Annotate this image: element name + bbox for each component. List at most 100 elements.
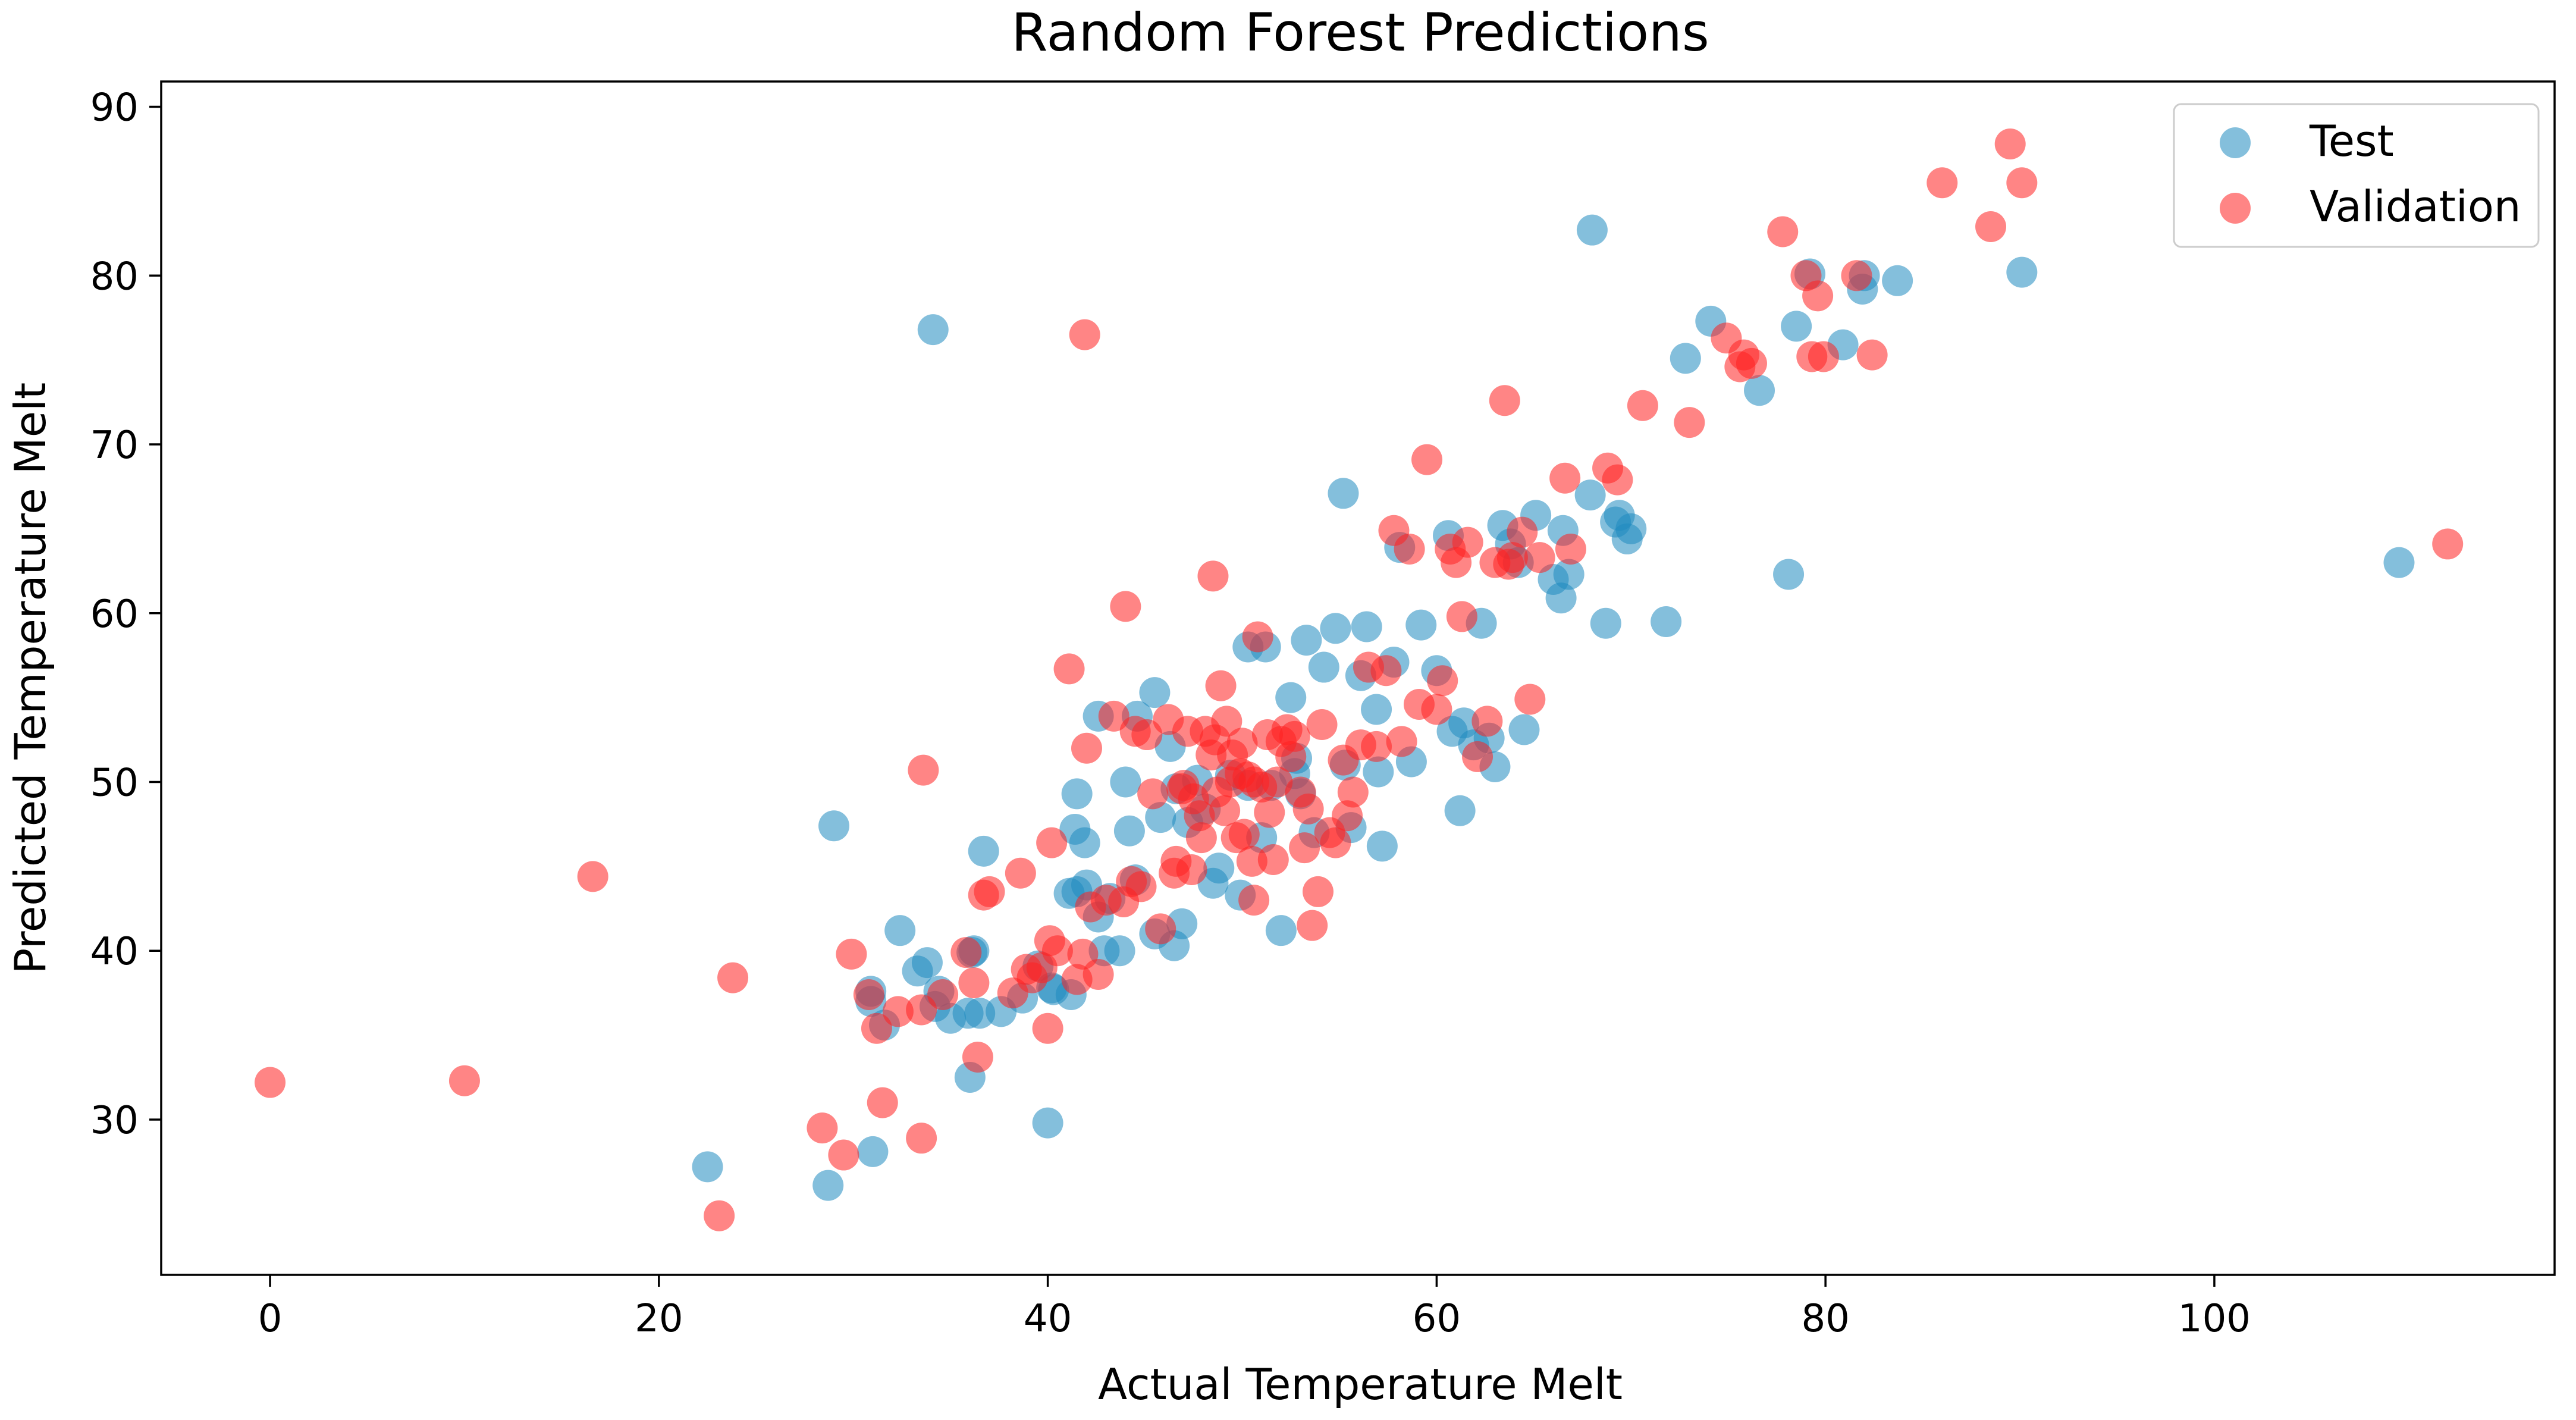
data-point-test (917, 314, 949, 346)
data-point-validation (1386, 726, 1417, 757)
data-point-validation (1555, 533, 1586, 565)
plot-area: 0 20 40 60 80 100 30 40 50 60 70 80 90 (90, 80, 2556, 1341)
legend-box (2173, 103, 2540, 248)
x-tick-label: 60 (1413, 1297, 1461, 1341)
y-tick-label: 30 (90, 1099, 139, 1143)
data-point-validation (1421, 694, 1452, 725)
legend: Test Validation (2173, 103, 2540, 248)
data-point-validation (1674, 407, 1705, 438)
data-point-validation (1176, 854, 1207, 886)
data-point-validation (1205, 670, 1237, 701)
data-point-validation (577, 861, 608, 892)
data-point-validation (1549, 462, 1581, 494)
data-point-validation (1994, 128, 2026, 159)
data-point-validation (1489, 385, 1520, 416)
x-tick-label: 100 (2178, 1297, 2251, 1341)
data-point-validation (1071, 732, 1102, 764)
data-point-validation (704, 1200, 735, 1231)
data-point-test (1351, 611, 1382, 642)
data-point-test (1361, 694, 1392, 725)
data-point-validation (1197, 560, 1229, 592)
data-point-validation (1185, 822, 1217, 854)
data-point-validation (1083, 958, 1114, 990)
legend-marker-validation (2220, 193, 2251, 224)
data-point-validation (448, 1065, 480, 1096)
data-point-test (1320, 613, 1351, 644)
data-point-test (884, 915, 916, 946)
data-point-test (1113, 815, 1145, 847)
data-point-validation (1292, 793, 1324, 825)
data-point-test (1366, 830, 1398, 862)
data-point-test (1576, 214, 1608, 246)
data-point-validation (1302, 876, 1334, 907)
data-point-validation (828, 1139, 859, 1171)
series-validation (255, 128, 2464, 1231)
data-point-validation (861, 1013, 892, 1044)
data-point-validation (1514, 684, 1546, 715)
y-axis-label: Predicted Temperature Melt (5, 383, 55, 974)
data-point-validation (1856, 339, 1888, 371)
x-axis-ticks: 0 20 40 60 80 100 (258, 1275, 2251, 1341)
data-point-validation (1975, 211, 2007, 243)
data-point-validation (958, 967, 990, 999)
data-point-validation (1394, 533, 1425, 565)
x-tick-label: 80 (1801, 1297, 1849, 1341)
data-point-validation (853, 979, 884, 1011)
data-point-validation (1471, 706, 1503, 737)
data-point-validation (1841, 260, 1872, 291)
data-point-test (2006, 256, 2038, 288)
data-point-validation (2432, 528, 2464, 560)
y-tick-label: 90 (90, 86, 139, 130)
data-point-validation (1145, 913, 1176, 945)
data-point-validation (255, 1067, 286, 1098)
data-point-validation (908, 754, 939, 786)
data-points (255, 128, 2464, 1231)
data-point-validation (962, 1041, 993, 1073)
legend-label-test: Test (2309, 116, 2394, 166)
data-point-test (1744, 375, 1775, 406)
data-point-validation (974, 876, 1005, 907)
data-point-validation (1332, 800, 1363, 832)
data-point-validation (807, 1112, 838, 1144)
data-point-test (1508, 714, 1540, 745)
data-point-validation (1228, 819, 1260, 850)
data-point-validation (1736, 347, 1767, 379)
data-point-test (911, 947, 943, 979)
data-point-test (1104, 935, 1135, 967)
data-point-test (1308, 651, 1339, 683)
data-point-test (1781, 311, 1812, 342)
data-point-test (818, 810, 850, 842)
data-point-validation (950, 937, 982, 968)
y-tick-label: 40 (90, 930, 139, 974)
data-point-test (1882, 265, 1913, 296)
data-point-validation (1602, 464, 1633, 496)
data-point-validation (1098, 700, 1129, 732)
data-point-test (1061, 778, 1093, 810)
data-point-validation (1053, 653, 1085, 685)
legend-label-validation: Validation (2310, 181, 2521, 231)
data-point-test (1265, 915, 1297, 946)
data-point-test (1291, 625, 1322, 656)
data-point-test (692, 1151, 723, 1183)
data-point-validation (836, 938, 867, 970)
data-point-validation (1254, 797, 1285, 828)
data-point-validation (1069, 319, 1100, 350)
data-point-validation (927, 979, 959, 1011)
data-point-test (1110, 766, 1141, 798)
data-point-validation (1427, 665, 1458, 697)
data-point-validation (1137, 778, 1169, 810)
data-point-validation (1337, 776, 1369, 808)
data-point-validation (1306, 709, 1338, 741)
data-point-validation (1262, 766, 1293, 798)
data-point-test (1405, 609, 1437, 641)
data-point-validation (906, 994, 937, 1026)
data-point-test (1069, 827, 1100, 858)
data-point-validation (1131, 719, 1163, 751)
plot-frame (160, 80, 2556, 1276)
data-point-validation (1209, 795, 1241, 826)
data-point-validation (1361, 731, 1392, 762)
data-point-validation (1802, 280, 1834, 312)
data-point-validation (1226, 728, 1258, 759)
data-point-validation (2006, 167, 2038, 199)
data-point-validation (1041, 935, 1073, 967)
